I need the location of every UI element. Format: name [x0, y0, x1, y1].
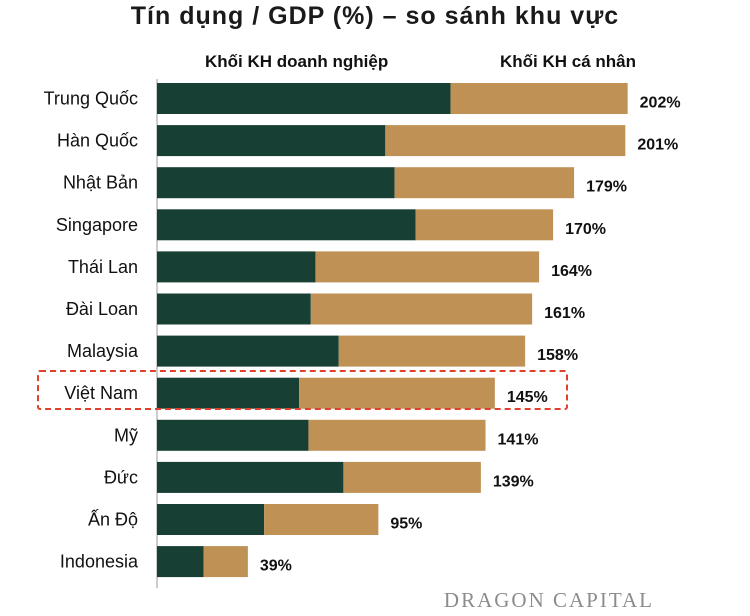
- bar-duc-retail: [343, 461, 481, 493]
- bar-my-corporate: [157, 419, 309, 451]
- total-label-my: 141%: [498, 431, 539, 448]
- category-label-han-quoc: Hàn Quốc: [57, 131, 138, 151]
- bar-dai-loan-retail: [310, 293, 533, 325]
- category-label-indonesia: Indonesia: [60, 552, 139, 572]
- bar-my-retail: [308, 419, 486, 451]
- category-label-singapore: Singapore: [56, 215, 138, 235]
- category-label-malaysia: Malaysia: [67, 341, 139, 361]
- chart-title: Tín dụng / GDP (%) – so sánh khu vực: [130, 2, 620, 30]
- bar-han-quoc-corporate: [157, 125, 386, 157]
- total-label-han-quoc: 201%: [637, 137, 678, 154]
- bar-thai-lan-retail: [315, 251, 540, 283]
- category-label-trung-quoc: Trung Quốc: [44, 89, 138, 109]
- bar-indonesia-retail: [203, 546, 248, 578]
- bar-an-do-corporate: [157, 504, 265, 535]
- bar-viet-nam-corporate: [157, 377, 300, 409]
- bar-malaysia-corporate: [157, 335, 339, 367]
- bar-duc-corporate: [157, 461, 344, 493]
- total-label-trung-quoc: 202%: [640, 95, 681, 112]
- total-label-nhat-ban: 179%: [586, 179, 627, 196]
- bar-han-quoc-retail: [385, 125, 626, 157]
- bar-singapore-corporate: [157, 209, 416, 241]
- total-label-indonesia: 39%: [260, 558, 292, 575]
- category-label-dai-loan: Đài Loan: [66, 299, 138, 319]
- watermark-dragon-capital: DRAGON CAPITAL: [443, 588, 654, 612]
- bar-singapore-retail: [415, 209, 554, 241]
- total-label-malaysia: 158%: [537, 347, 578, 364]
- bar-trung-quoc-retail: [450, 83, 628, 114]
- bar-viet-nam-retail: [299, 377, 495, 409]
- total-label-singapore: 170%: [565, 221, 606, 238]
- bar-nhat-ban-corporate: [157, 167, 395, 199]
- legend-corporate: Khối KH doanh nghiệp: [205, 52, 389, 71]
- bar-dai-loan-corporate: [157, 293, 311, 325]
- total-label-dai-loan: 161%: [544, 305, 585, 322]
- total-label-viet-nam: 145%: [507, 389, 548, 406]
- bar-malaysia-retail: [338, 335, 526, 367]
- bar-an-do-retail: [264, 504, 379, 535]
- category-label-thai-lan: Thái Lan: [68, 257, 138, 277]
- category-label-viet-nam: Việt Nam: [64, 383, 138, 403]
- category-label-my: Mỹ: [114, 425, 138, 445]
- bar-indonesia-corporate: [157, 546, 204, 578]
- highlight-box-viet-nam: [37, 370, 568, 410]
- category-label-duc: Đức: [104, 467, 138, 487]
- total-label-duc: 139%: [493, 473, 534, 490]
- bar-nhat-ban-retail: [394, 167, 575, 199]
- legend-retail: Khối KH cá nhân: [500, 52, 637, 71]
- category-label-an-do: Ấn Độ: [88, 509, 138, 530]
- bar-thai-lan-corporate: [157, 251, 316, 283]
- bar-trung-quoc-corporate: [157, 83, 451, 114]
- category-label-nhat-ban: Nhật Bản: [63, 173, 138, 193]
- total-label-an-do: 95%: [390, 516, 422, 533]
- total-label-thai-lan: 164%: [551, 263, 592, 280]
